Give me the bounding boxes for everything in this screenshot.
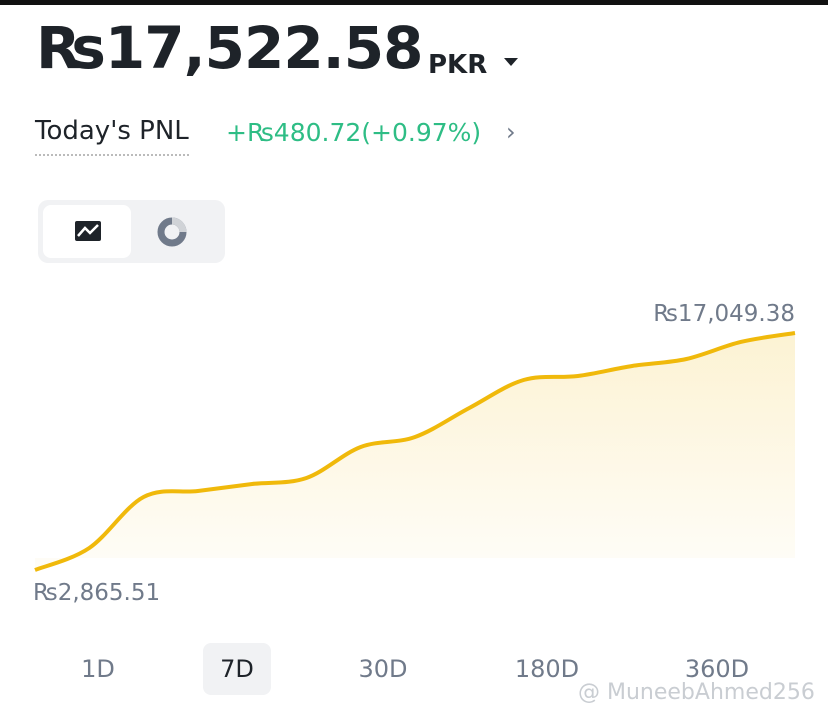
pnl-chevron[interactable]: › bbox=[506, 118, 516, 146]
area bbox=[35, 333, 795, 570]
range-tab[interactable]: 1D bbox=[81, 655, 115, 683]
value-label: ₨2,865.51 bbox=[33, 580, 160, 606]
range-tab[interactable]: 30D bbox=[358, 655, 408, 683]
range-tab[interactable]: 360D bbox=[684, 655, 750, 683]
top-bar bbox=[0, 0, 828, 5]
line-view-button[interactable] bbox=[43, 205, 131, 258]
range-tab[interactable]: 180D bbox=[514, 655, 580, 683]
watermark: @ MuneebAhmed256 bbox=[578, 680, 815, 705]
pie-view-button[interactable] bbox=[156, 216, 188, 248]
pnl-value: +₨480.72(+0.97%) bbox=[226, 118, 482, 147]
currency-caret[interactable] bbox=[504, 58, 518, 66]
line-icon bbox=[75, 221, 101, 241]
pnl-label[interactable]: Today's PNL bbox=[35, 116, 189, 156]
currency[interactable]: PKR bbox=[428, 50, 488, 80]
line bbox=[34, 331, 796, 572]
balance: ₨17,522.58 bbox=[36, 14, 423, 82]
view-toggle bbox=[38, 200, 225, 263]
chart: ₨2,865.51 ₨17,049.38 bbox=[33, 301, 796, 606]
value-label: ₨17,049.38 bbox=[653, 301, 795, 327]
range-tab[interactable]: 7D bbox=[203, 643, 271, 695]
